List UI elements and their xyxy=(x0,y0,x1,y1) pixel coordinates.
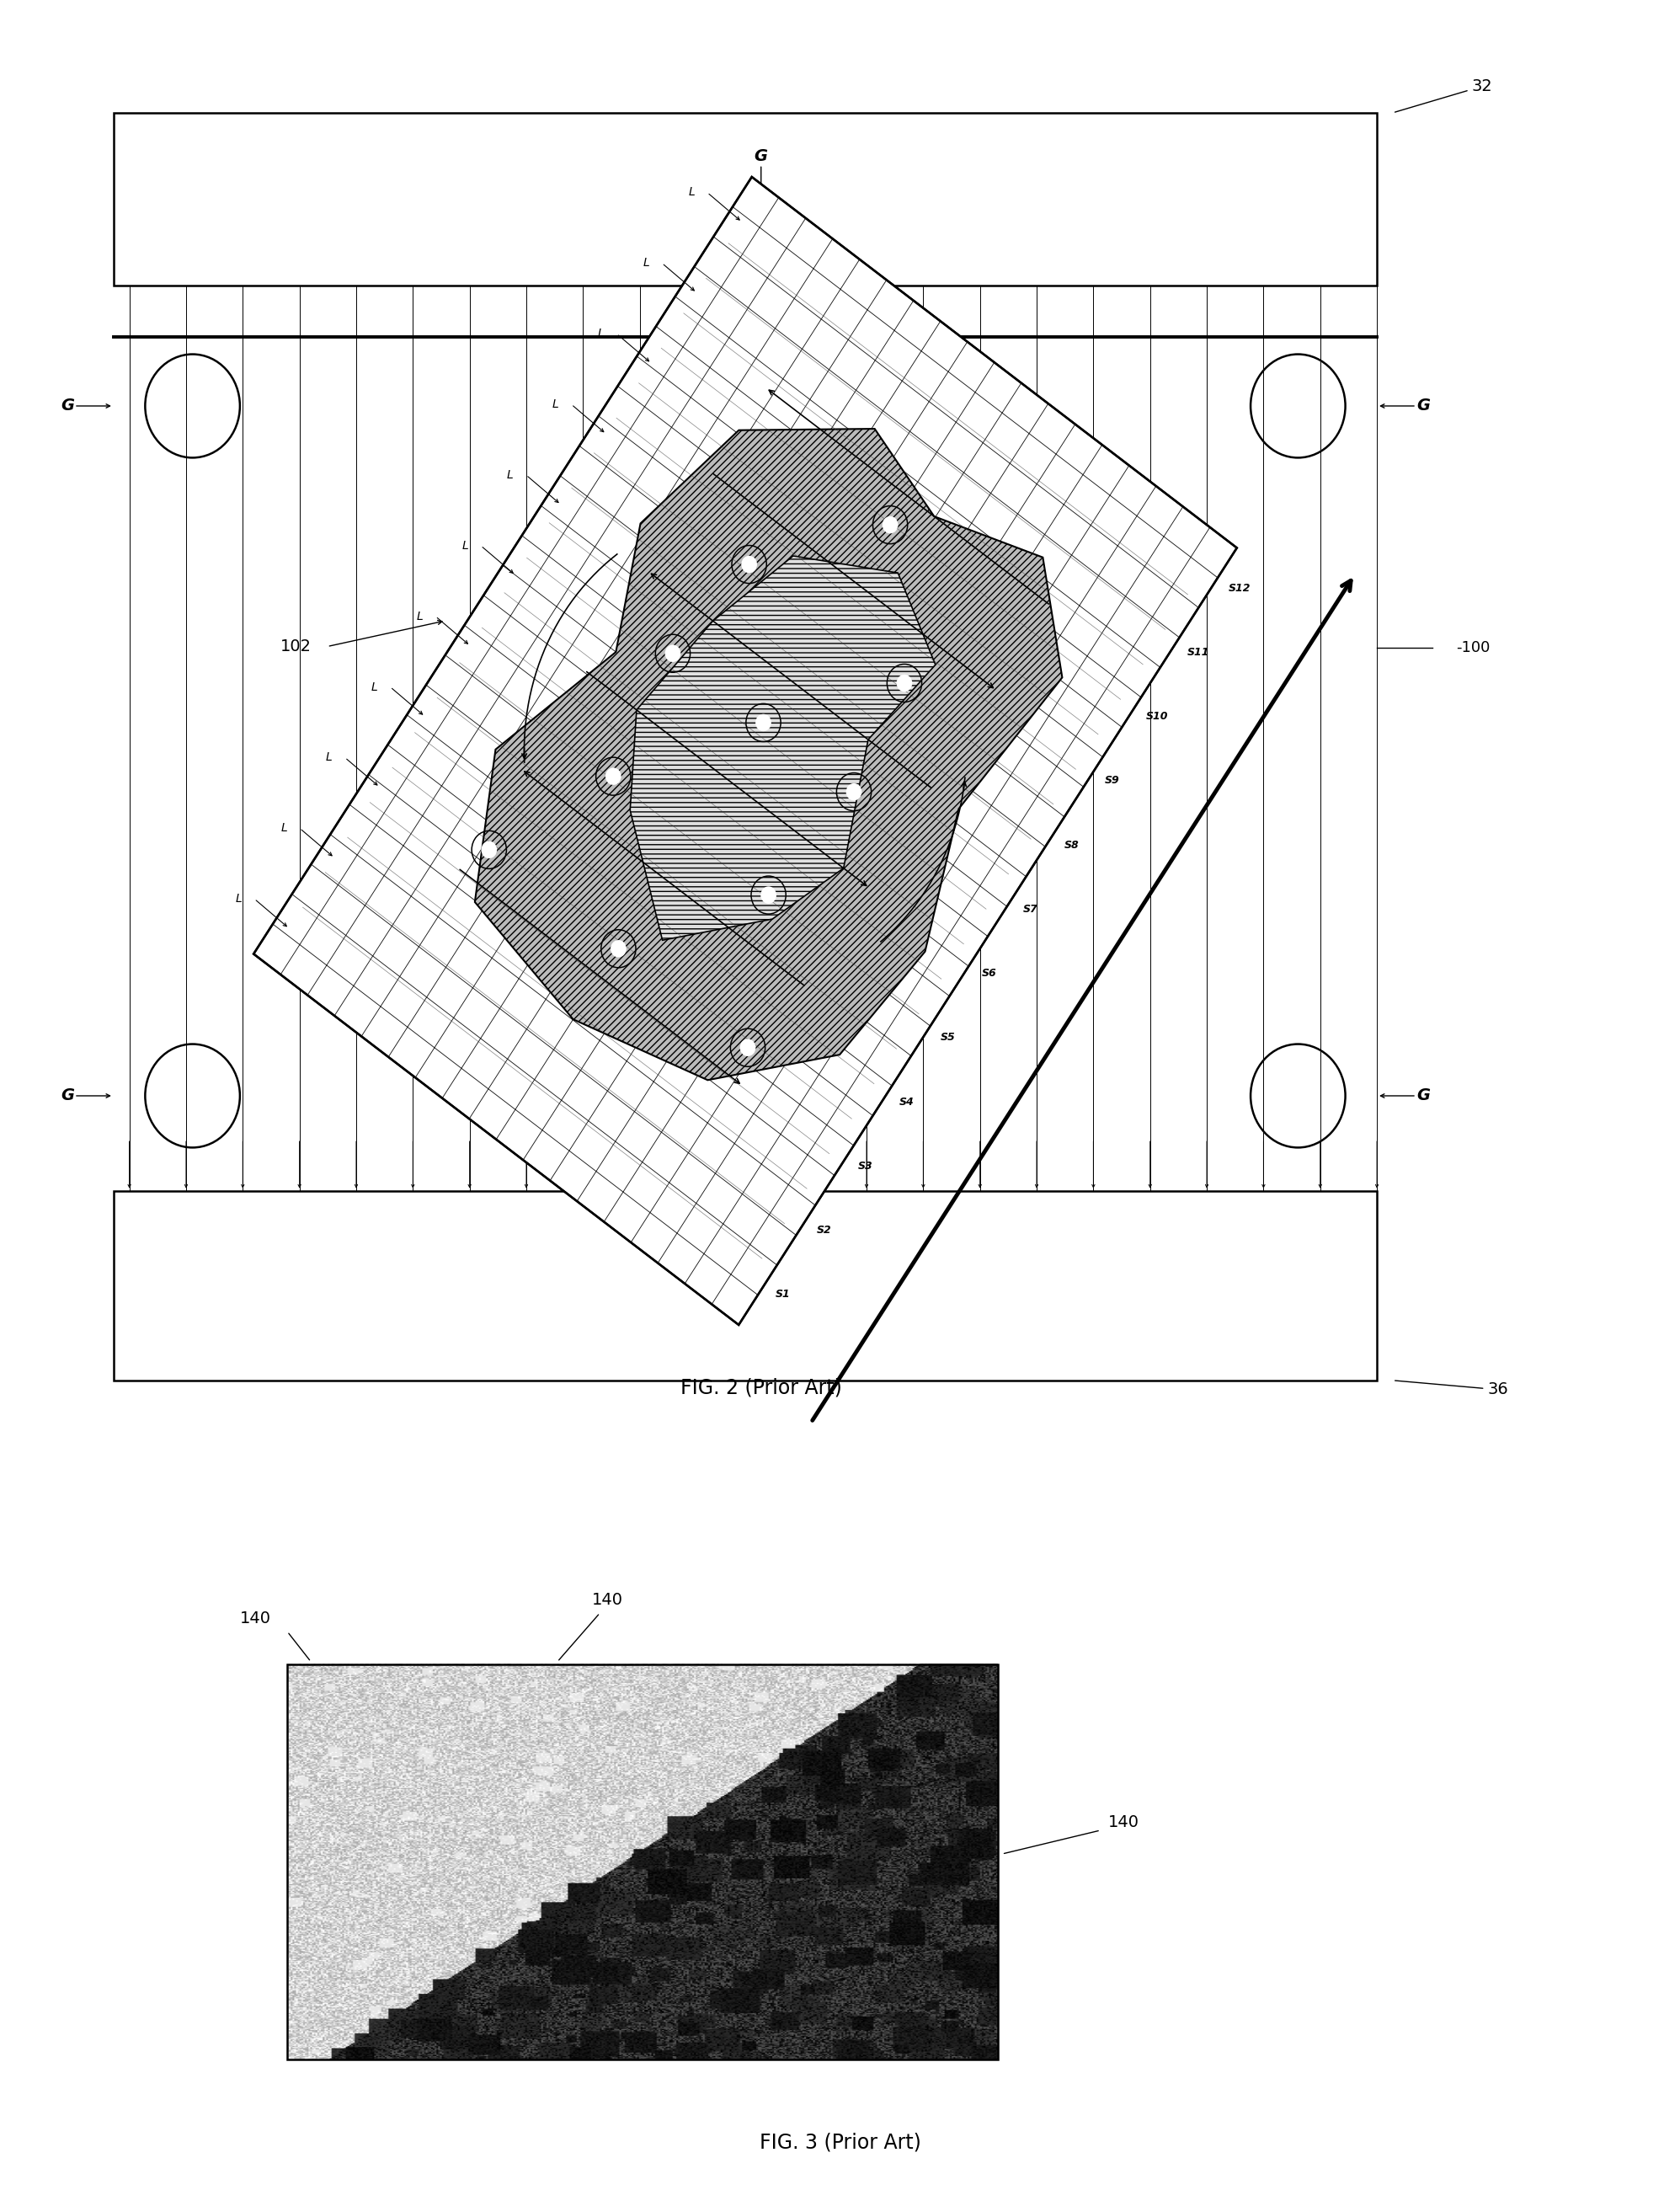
Text: L: L xyxy=(417,611,423,622)
Bar xyxy=(114,112,1378,285)
Polygon shape xyxy=(475,429,1062,1080)
Circle shape xyxy=(882,517,899,534)
Circle shape xyxy=(847,784,862,802)
Text: L: L xyxy=(689,186,696,199)
Circle shape xyxy=(739,1038,756,1056)
Text: 140: 140 xyxy=(240,1612,270,1627)
Text: S3: S3 xyxy=(858,1161,874,1172)
Text: L: L xyxy=(598,328,605,339)
Text: G: G xyxy=(60,1088,74,1104)
Text: FIG. 2 (Prior Art): FIG. 2 (Prior Art) xyxy=(680,1378,842,1397)
Circle shape xyxy=(605,769,622,784)
Text: FIG. 3 (Prior Art): FIG. 3 (Prior Art) xyxy=(759,2133,921,2153)
Text: L: L xyxy=(371,681,378,692)
Text: L: L xyxy=(235,894,242,904)
Text: L: L xyxy=(643,256,650,269)
Text: S11: S11 xyxy=(1188,646,1210,657)
Text: 140: 140 xyxy=(591,1592,623,1607)
Text: S4: S4 xyxy=(899,1097,914,1108)
Text: L: L xyxy=(326,751,333,764)
Polygon shape xyxy=(254,177,1236,1325)
Circle shape xyxy=(756,714,771,731)
Bar xyxy=(287,1664,998,2059)
Text: S1: S1 xyxy=(776,1290,791,1301)
Text: S6: S6 xyxy=(981,968,996,979)
Text: L: L xyxy=(553,399,559,410)
Text: S9: S9 xyxy=(1105,775,1121,786)
Text: L: L xyxy=(507,469,514,482)
Circle shape xyxy=(610,940,627,957)
Text: G: G xyxy=(60,399,74,414)
Text: 36: 36 xyxy=(1394,1380,1509,1397)
Circle shape xyxy=(480,841,497,858)
Circle shape xyxy=(741,556,758,574)
Text: S7: S7 xyxy=(1023,904,1038,915)
Text: L: L xyxy=(462,539,469,552)
Circle shape xyxy=(665,644,680,661)
Circle shape xyxy=(761,887,776,904)
Text: G: G xyxy=(1416,1088,1430,1104)
Text: S5: S5 xyxy=(941,1031,956,1042)
Text: S10: S10 xyxy=(1146,712,1169,723)
Text: 102: 102 xyxy=(281,639,311,655)
Text: G: G xyxy=(1416,399,1430,414)
Text: S2: S2 xyxy=(816,1224,832,1235)
Polygon shape xyxy=(630,556,936,940)
Bar xyxy=(114,1191,1378,1380)
Text: 32: 32 xyxy=(1394,79,1492,112)
Text: -100: -100 xyxy=(1457,639,1490,655)
Text: S8: S8 xyxy=(1063,839,1079,850)
Text: S12: S12 xyxy=(1228,583,1252,593)
Text: L: L xyxy=(281,821,287,834)
Text: 140: 140 xyxy=(1109,1813,1139,1831)
Text: G: G xyxy=(754,149,768,164)
Circle shape xyxy=(897,675,912,692)
